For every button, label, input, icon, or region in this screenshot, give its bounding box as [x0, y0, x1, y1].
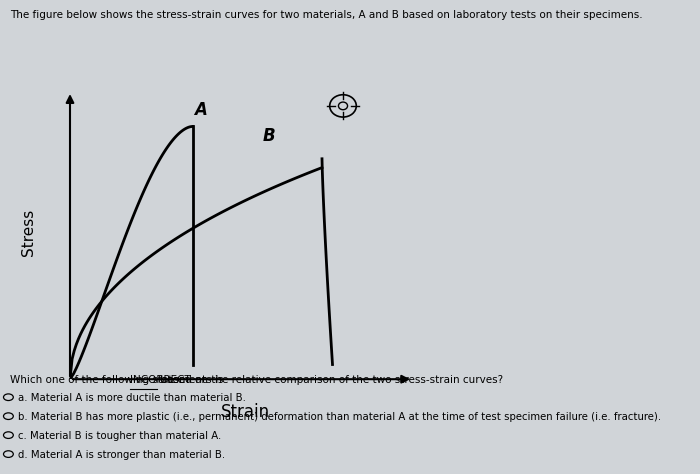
Text: b. Material B has more plastic (i.e., permanent) deformation than material A at : b. Material B has more plastic (i.e., pe…	[18, 412, 662, 422]
Text: The figure below shows the stress-strain curves for two materials, A and B based: The figure below shows the stress-strain…	[10, 10, 643, 20]
Text: Which one of the following statements is: Which one of the following statements is	[10, 375, 227, 385]
Text: Stress: Stress	[20, 209, 36, 256]
Text: A: A	[195, 100, 207, 118]
Text: d. Material A is stronger than material B.: d. Material A is stronger than material …	[18, 450, 225, 460]
Text: c. Material B is tougher than material A.: c. Material B is tougher than material A…	[18, 431, 221, 441]
Text: B: B	[262, 127, 275, 145]
Text: based on the relative comparison of the two stress-strain curves?: based on the relative comparison of the …	[157, 375, 503, 385]
Text: INCORRECT: INCORRECT	[130, 375, 191, 385]
Text: Strain: Strain	[220, 402, 270, 420]
Text: a. Material A is more ductile than material B.: a. Material A is more ductile than mater…	[18, 393, 246, 403]
